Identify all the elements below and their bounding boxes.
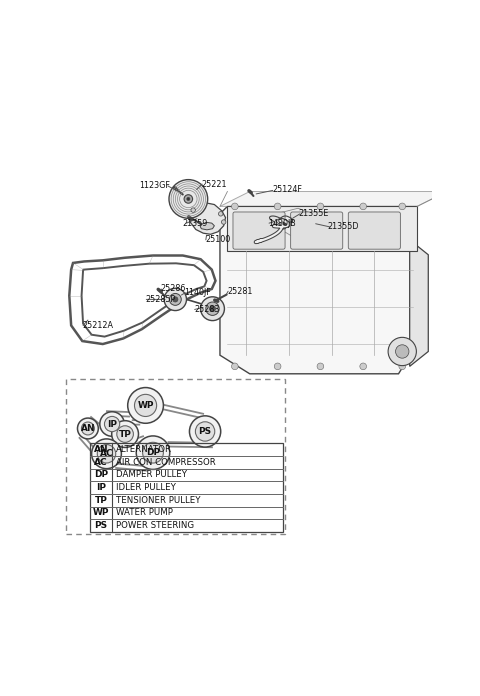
Circle shape: [210, 306, 216, 312]
Circle shape: [274, 203, 281, 209]
Circle shape: [231, 203, 238, 209]
Circle shape: [360, 203, 367, 209]
Polygon shape: [228, 207, 417, 251]
Text: TP: TP: [119, 429, 132, 438]
Polygon shape: [200, 223, 215, 230]
Polygon shape: [190, 203, 226, 235]
Circle shape: [388, 338, 416, 365]
Circle shape: [105, 416, 120, 432]
Text: 25100: 25100: [205, 235, 230, 244]
Text: 25281: 25281: [228, 287, 253, 296]
FancyBboxPatch shape: [233, 212, 285, 249]
Circle shape: [82, 422, 95, 435]
Polygon shape: [220, 207, 417, 374]
Circle shape: [128, 388, 163, 423]
Text: AIR CON COMPRESSOR: AIR CON COMPRESSOR: [116, 458, 216, 467]
Circle shape: [191, 208, 195, 212]
Text: AC: AC: [94, 458, 108, 467]
Text: DP: DP: [146, 448, 160, 457]
Circle shape: [195, 422, 215, 441]
Text: WP: WP: [93, 508, 109, 517]
Text: IDLER PULLEY: IDLER PULLEY: [116, 483, 176, 492]
Text: 1123GF: 1123GF: [139, 182, 170, 191]
Text: DP: DP: [94, 470, 108, 480]
Text: AN: AN: [81, 424, 95, 433]
Text: 1140JF: 1140JF: [185, 288, 211, 297]
Text: 1430JB: 1430JB: [268, 219, 296, 228]
Text: AN: AN: [94, 445, 108, 454]
Text: 25283: 25283: [194, 305, 219, 314]
Text: ALTERNATOR: ALTERNATOR: [116, 445, 172, 454]
Circle shape: [173, 296, 178, 302]
FancyBboxPatch shape: [348, 212, 400, 249]
Circle shape: [100, 412, 124, 436]
Text: TP: TP: [95, 496, 108, 505]
Circle shape: [399, 363, 406, 370]
Bar: [66, 379, 285, 534]
Polygon shape: [220, 191, 447, 207]
Text: 21359: 21359: [183, 219, 208, 228]
Circle shape: [360, 363, 367, 370]
Text: 25212A: 25212A: [83, 321, 113, 330]
Text: 25286: 25286: [160, 285, 186, 294]
Text: IP: IP: [107, 420, 117, 429]
Circle shape: [187, 198, 190, 200]
Circle shape: [164, 288, 186, 310]
Circle shape: [221, 220, 226, 224]
Circle shape: [231, 363, 238, 370]
Circle shape: [317, 363, 324, 370]
Circle shape: [218, 212, 223, 216]
Circle shape: [97, 445, 116, 463]
Text: TENSIONER PULLEY: TENSIONER PULLEY: [116, 496, 200, 505]
Text: 25285P: 25285P: [145, 295, 176, 304]
Circle shape: [190, 416, 221, 447]
Circle shape: [317, 203, 324, 209]
Polygon shape: [410, 240, 428, 366]
Text: PS: PS: [95, 521, 108, 530]
Text: IP: IP: [96, 483, 106, 492]
Circle shape: [169, 180, 208, 219]
Circle shape: [92, 439, 121, 468]
Text: 25221: 25221: [202, 180, 227, 189]
Text: DAMPER PULLEY: DAMPER PULLEY: [116, 470, 187, 480]
Text: 21355D: 21355D: [328, 222, 360, 231]
Text: 21355E: 21355E: [298, 209, 328, 219]
Circle shape: [399, 203, 406, 209]
FancyBboxPatch shape: [290, 212, 343, 249]
Circle shape: [396, 345, 409, 358]
Circle shape: [169, 294, 181, 306]
Circle shape: [143, 442, 163, 463]
Circle shape: [201, 296, 225, 321]
Text: POWER STEERING: POWER STEERING: [116, 521, 194, 530]
Text: 25124F: 25124F: [272, 185, 302, 194]
Text: WATER PUMP: WATER PUMP: [116, 508, 173, 517]
Circle shape: [112, 420, 139, 448]
Circle shape: [206, 302, 219, 315]
Circle shape: [274, 363, 281, 370]
Circle shape: [77, 418, 98, 439]
Bar: [90, 443, 283, 532]
Text: AC: AC: [100, 450, 113, 458]
Circle shape: [184, 195, 192, 203]
Circle shape: [134, 395, 156, 416]
Circle shape: [136, 436, 170, 469]
Circle shape: [117, 426, 133, 443]
Text: PS: PS: [199, 427, 212, 436]
Text: WP: WP: [137, 401, 154, 410]
